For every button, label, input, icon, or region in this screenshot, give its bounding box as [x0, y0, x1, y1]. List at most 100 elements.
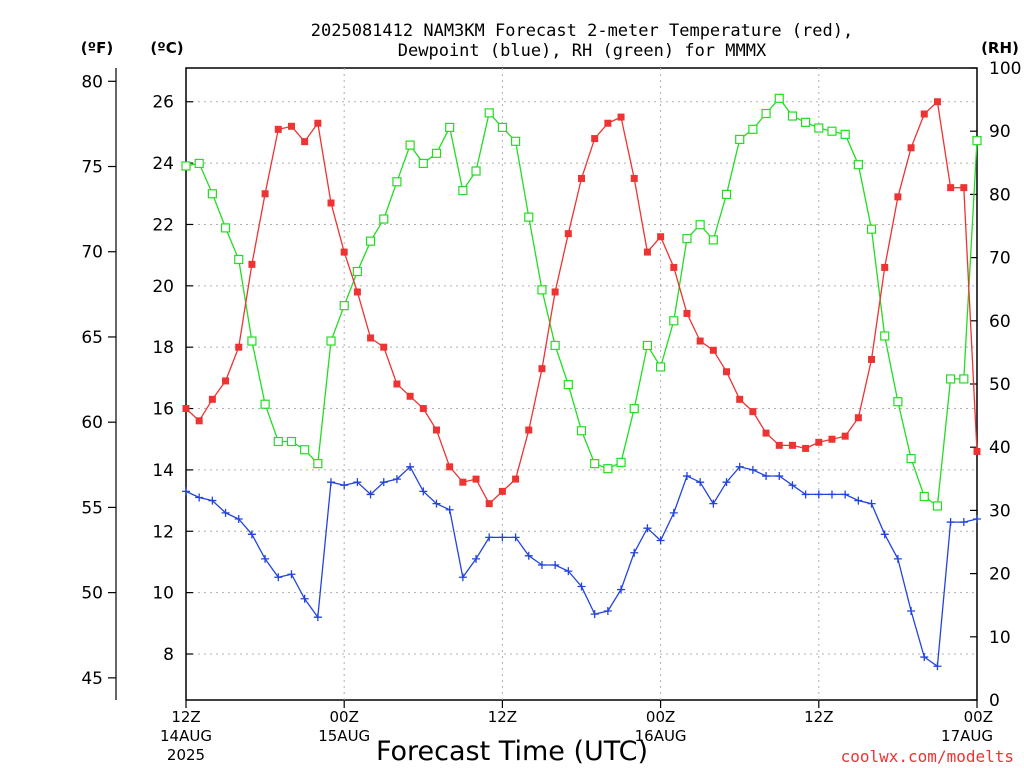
- rh-point: [853, 160, 863, 170]
- rh-point: [682, 234, 692, 244]
- temperature-point: [512, 475, 520, 483]
- dewpoint-point: [893, 554, 902, 563]
- temperature-point: [907, 144, 915, 152]
- dewpoint-point: [603, 607, 612, 616]
- dewpoint-point: [762, 472, 771, 481]
- temperature-point: [367, 334, 375, 342]
- temperature-point: [551, 288, 559, 296]
- dewpoint-point: [907, 607, 916, 616]
- temperature-point: [340, 248, 348, 256]
- rh-point: [735, 134, 745, 145]
- temperature-point: [182, 405, 190, 413]
- temperature-point: [723, 368, 731, 376]
- rh-point: [919, 491, 929, 502]
- temperature-point: [696, 337, 704, 345]
- rh-point: [300, 445, 310, 455]
- dewpoint-point: [735, 462, 744, 471]
- rh-point: [352, 266, 362, 277]
- temperature-point: [670, 263, 678, 271]
- rh-point: [484, 108, 494, 118]
- fahrenheit-tick-label: 55: [81, 498, 103, 518]
- dewpoint-point: [524, 551, 533, 560]
- temperature-point: [736, 395, 744, 403]
- dewpoint-point: [537, 561, 546, 570]
- dewpoint-point: [287, 570, 296, 579]
- x-tick-label: 12Z: [804, 708, 833, 726]
- x-tick-label: 00Z: [330, 708, 359, 726]
- series-temperature: [182, 98, 981, 508]
- temperature-point: [894, 193, 902, 201]
- temperature-point: [248, 260, 256, 268]
- rh-point: [563, 380, 573, 390]
- celsius-tick-label: 14: [152, 461, 174, 481]
- rh-point: [655, 362, 666, 372]
- rh-tick-label: 60: [989, 312, 1011, 332]
- temperature-point: [327, 199, 335, 207]
- temperature-point: [222, 377, 230, 385]
- dewpoint-point: [195, 493, 204, 502]
- rh-point: [392, 177, 402, 187]
- temperature-point: [274, 125, 282, 133]
- rh-point: [774, 93, 784, 103]
- temperature-point: [973, 447, 981, 455]
- dewpoint-point: [946, 518, 955, 527]
- temperature-point: [235, 343, 243, 351]
- rh-point: [972, 136, 982, 146]
- rh-point: [524, 212, 534, 222]
- chart-title-line1: 2025081412 NAM3KM Forecast 2-meter Tempe…: [311, 21, 853, 41]
- celsius-tick-label: 18: [152, 338, 174, 358]
- rh-point: [642, 340, 653, 351]
- fahrenheit-tick-label: 70: [81, 243, 103, 263]
- dewpoint-point: [551, 561, 560, 570]
- dewpoint-point: [340, 481, 349, 490]
- rh-point: [550, 340, 560, 351]
- rh-point: [708, 235, 718, 245]
- fahrenheit-tick-label: 60: [81, 413, 103, 433]
- temperature-point: [498, 487, 506, 495]
- temperature-point: [828, 435, 836, 443]
- dewpoint-point: [920, 653, 929, 662]
- rh-point: [471, 166, 481, 176]
- rh-point: [458, 186, 468, 196]
- rh-tick-label: 90: [989, 122, 1011, 142]
- rh-point: [247, 336, 257, 346]
- rh-point: [787, 111, 798, 121]
- dewpoint-point: [801, 490, 810, 499]
- rh-tick-label: 30: [989, 501, 1011, 521]
- dewpoint-point: [959, 518, 968, 527]
- temperature-point: [630, 174, 638, 182]
- x-tick-date-label: 14AUG: [160, 727, 212, 745]
- temperature-point: [525, 426, 533, 434]
- rh-point: [431, 148, 442, 158]
- dewpoint-point: [313, 613, 322, 622]
- rh-point: [418, 158, 428, 169]
- x-tick-year-label: 2025: [167, 746, 205, 764]
- dewpoint-point: [498, 533, 507, 542]
- temperature-point: [195, 417, 203, 425]
- dewpoint-point: [511, 533, 520, 542]
- temperature-point: [564, 230, 572, 238]
- temperature-point: [960, 184, 968, 192]
- rh-point: [339, 301, 349, 311]
- temperature-point: [854, 414, 862, 422]
- celsius-tick-label: 22: [152, 215, 174, 235]
- series-rh: [181, 93, 982, 511]
- temperature-point: [314, 119, 322, 127]
- dewpoint-point: [327, 478, 336, 487]
- x-tick-date-label: 16AUG: [635, 727, 687, 745]
- x-tick-date-label: 15AUG: [318, 727, 370, 745]
- dewpoint-point: [788, 481, 797, 490]
- rh-point: [260, 399, 270, 409]
- dewpoint-point: [353, 478, 362, 487]
- rh-point: [748, 124, 758, 134]
- rh-point: [405, 140, 415, 150]
- rh-point: [616, 457, 626, 467]
- rh-point: [234, 254, 244, 265]
- dewpoint-point: [617, 585, 626, 594]
- temperature-point: [538, 365, 546, 373]
- dewpoint-point: [300, 594, 309, 603]
- dewpoint-point: [643, 524, 652, 533]
- temperature-point: [301, 138, 309, 146]
- temperature-point: [380, 343, 388, 351]
- temperature-point: [287, 122, 295, 130]
